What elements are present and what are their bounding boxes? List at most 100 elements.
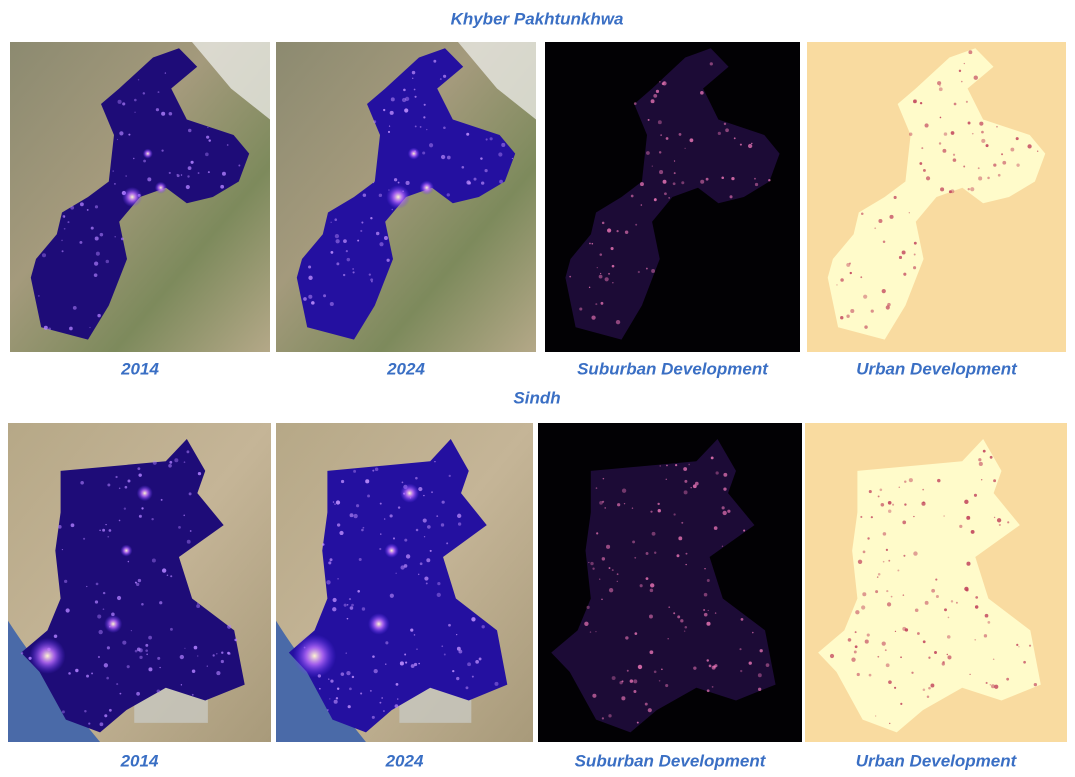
light-dot: [501, 142, 506, 147]
light-dot: [665, 478, 667, 481]
light-dot: [105, 523, 107, 526]
light-dot: [405, 96, 410, 101]
light-dot: [655, 89, 660, 93]
light-dot: [998, 523, 1001, 527]
light-dot: [757, 673, 762, 678]
light-dot: [717, 131, 721, 135]
light-dot: [683, 490, 688, 495]
light-dot: [654, 198, 657, 201]
light-dot: [860, 515, 863, 518]
light-dot: [993, 479, 997, 483]
light-dot: [185, 184, 190, 190]
light-dot: [208, 139, 211, 142]
light-dot: [108, 529, 112, 532]
light-dot: [636, 721, 639, 724]
light-dot: [721, 176, 725, 180]
light-dot: [864, 639, 869, 644]
light-dot: [446, 193, 450, 197]
light-dot: [970, 187, 975, 192]
light-dot: [678, 133, 682, 136]
light-dot: [591, 315, 596, 320]
light-dot: [935, 578, 938, 581]
light-dot: [385, 641, 389, 645]
light-dot: [973, 493, 978, 497]
light-dot: [374, 467, 379, 471]
light-dot: [651, 531, 656, 536]
light-dot: [466, 132, 470, 136]
light-dot: [238, 164, 241, 167]
light-dot: [664, 192, 667, 196]
light-dot: [378, 193, 383, 198]
light-dot: [160, 498, 163, 501]
light-dot: [855, 610, 860, 615]
light-dot: [339, 530, 344, 536]
light-dot: [473, 177, 477, 181]
light-dot: [934, 650, 937, 654]
light-dot: [413, 634, 416, 636]
light-dot: [950, 600, 954, 603]
light-dot: [446, 155, 451, 160]
light-dot: [414, 95, 417, 98]
light-dot: [375, 231, 380, 236]
light-dot: [978, 458, 982, 462]
light-dot: [62, 215, 66, 218]
light-dot: [595, 303, 598, 306]
light-dot: [711, 685, 714, 688]
light-dot: [379, 242, 384, 247]
light-dot: [1002, 160, 1007, 165]
light-dot: [1033, 682, 1038, 687]
light-dot: [589, 242, 591, 245]
light-dot: [710, 456, 714, 460]
light-dot: [977, 167, 980, 170]
light-dot: [99, 722, 104, 727]
light-dot: [340, 479, 345, 484]
light-dot: [971, 132, 974, 135]
city-glow: [384, 543, 399, 558]
light-dot: [987, 176, 990, 180]
section-title: Sindh: [513, 388, 560, 407]
light-dot: [885, 305, 890, 310]
light-dot: [352, 268, 354, 270]
light-dot: [104, 714, 108, 718]
light-dot: [498, 152, 503, 157]
light-dot: [440, 154, 446, 160]
light-dot: [640, 182, 644, 187]
light-dot: [106, 646, 110, 650]
light-dot: [151, 517, 154, 521]
light-dot: [974, 638, 977, 641]
light-dot: [234, 638, 238, 642]
light-dot: [921, 147, 924, 150]
light-dot: [668, 197, 670, 199]
light-dot: [396, 698, 399, 700]
city-glow: [407, 147, 420, 160]
light-dot: [881, 288, 886, 294]
light-dot: [351, 603, 354, 607]
light-dot: [1027, 144, 1032, 149]
light-dot: [708, 664, 712, 668]
light-dot: [993, 163, 997, 167]
light-dot: [866, 633, 870, 637]
light-dot: [137, 79, 140, 81]
light-dot: [849, 271, 852, 275]
light-dot: [155, 108, 160, 112]
light-dot: [388, 125, 391, 127]
light-dot: [348, 598, 352, 601]
light-dot: [937, 478, 941, 483]
light-dot: [611, 676, 616, 681]
light-dot: [913, 241, 917, 245]
light-dot: [588, 561, 590, 564]
light-dot: [911, 671, 914, 674]
light-dot: [985, 681, 988, 684]
light-dot: [401, 481, 404, 484]
light-dot: [938, 142, 942, 145]
light-dot: [436, 515, 439, 517]
light-dot: [141, 602, 144, 606]
light-dot: [1016, 163, 1020, 167]
light-dot: [1006, 677, 1010, 681]
city-glow: [292, 634, 337, 678]
light-dot: [471, 675, 474, 678]
light-dot: [975, 596, 979, 599]
light-dot: [685, 552, 688, 555]
light-dot: [579, 307, 583, 311]
light-dot: [890, 595, 893, 598]
